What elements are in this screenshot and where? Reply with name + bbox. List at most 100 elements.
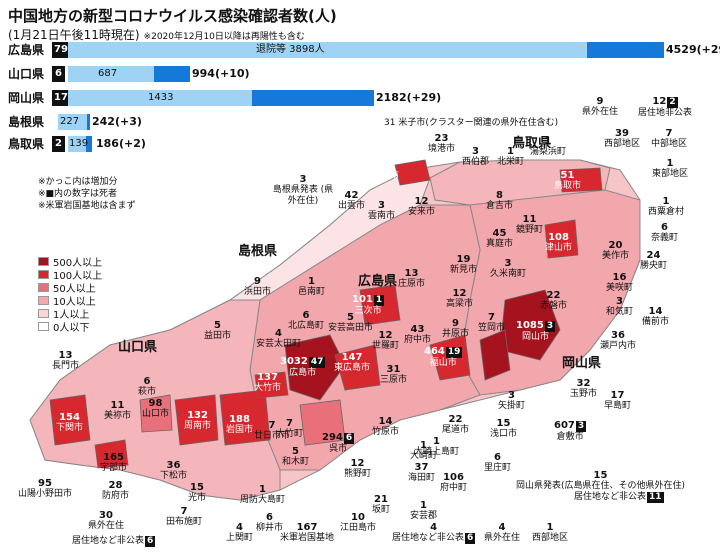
count: 3 <box>616 296 623 307</box>
label-tottori-undisclosed: 12 2 居住地非公表 <box>638 96 692 119</box>
label-wake: 3 和気町 <box>606 296 633 318</box>
label-misaki: 16 美咲町 <box>606 272 633 294</box>
label-shoo: 24 勝央町 <box>640 250 667 272</box>
name: 美咲町 <box>606 283 634 293</box>
name: 大竹町 <box>276 429 304 439</box>
label-kumenan: 3 久米南町 <box>490 258 526 280</box>
death-badge: 11 <box>647 492 664 503</box>
label-tottori-city: 51 鳥取市 <box>554 170 581 192</box>
count: 12 <box>378 330 393 341</box>
bar-row-hiroshima: 広島県 79 退院等 3898人 4529(+29) <box>8 41 720 59</box>
label-hikari: 15 光市 <box>188 482 206 504</box>
count: 3 <box>299 174 307 185</box>
count: 30 <box>99 510 113 521</box>
count: 12 <box>414 196 429 207</box>
legend-label: 500人以上 <box>53 258 103 269</box>
label-tottori-central: 7 中部地区 <box>651 128 687 150</box>
bar-total-label: 994(+10) <box>192 67 250 80</box>
legend-item: 500人以上 <box>38 255 103 269</box>
legend-item: 50人以上 <box>38 281 102 295</box>
count: 39 <box>615 128 629 139</box>
count: 31 <box>384 118 396 128</box>
death-count-badge: 79 <box>52 42 70 58</box>
label-yamaguchi-city: 98 山口市 <box>142 398 169 420</box>
hotspot-yamaguchi-city <box>139 394 173 433</box>
count: 165 <box>103 452 124 463</box>
name: 安芸太田町 <box>256 339 302 349</box>
legend-swatch <box>38 309 49 318</box>
count: 36 <box>611 330 625 341</box>
name: 和木町 <box>282 457 310 467</box>
label-bizen: 14 備前市 <box>642 306 669 328</box>
label-shimane-pref: 3 島根県発表 (県外在住) <box>272 174 334 207</box>
name: 柳井市 <box>256 523 284 533</box>
label-tamano: 32 玉野市 <box>570 378 597 400</box>
count: 3032 <box>280 356 308 367</box>
name: 真庭市 <box>486 239 514 249</box>
death-badge: 6 <box>145 536 156 547</box>
label-sanyoonoda: 95 山陽小野田市 <box>18 478 72 500</box>
name: 久米南町 <box>490 269 527 279</box>
count: 51 <box>560 170 575 181</box>
name: 井原市 <box>442 329 470 339</box>
note-line: ※■内の数字は死者 <box>38 189 118 199</box>
name: 周南市 <box>184 421 212 431</box>
bar-remaining <box>86 136 92 152</box>
count: 5 <box>214 320 221 331</box>
count: 9 <box>596 96 604 107</box>
page-subtitle: (1月21日午後11時現在) ※2020年12月10日以降は再陽性も含む <box>8 26 305 43</box>
label-yakage: 3 矢掛町 <box>498 390 525 412</box>
count: 8 <box>496 190 503 201</box>
death-badge: 6 <box>343 433 355 444</box>
label-hiroshima-out: 4 県外在住 <box>484 522 520 544</box>
name: 大崎上島町 <box>414 447 460 457</box>
label-hayashima: 17 早島町 <box>604 390 631 412</box>
legend-swatch <box>38 283 49 292</box>
name: 萩市 <box>138 387 157 397</box>
count: 3 <box>504 258 512 269</box>
legend-label: 50人以上 <box>53 284 96 295</box>
label-akiota: 4 安芸太田町 <box>256 328 301 350</box>
count: 15 <box>496 418 511 429</box>
hotspot-shunan <box>174 394 219 446</box>
label-onan: 1 邑南町 <box>298 276 325 298</box>
label-tottori-east: 1 東部地区 <box>652 158 688 180</box>
count: 464 <box>424 346 445 357</box>
notes-block: ※かっこ内は増加分 ※■内の数字は死者 ※米軍岩国基地は含まず <box>38 176 136 212</box>
name: 県外在住 <box>484 533 521 543</box>
name: 江田島市 <box>340 523 377 533</box>
count: 132 <box>187 410 208 421</box>
name: 尾道市 <box>442 425 470 435</box>
name: 府中市 <box>404 335 432 345</box>
label-onomichi: 22 尾道市 <box>442 414 469 436</box>
name: 北広島町 <box>288 321 325 331</box>
label-asakuchi: 15 浅口市 <box>490 418 517 440</box>
name: 中部地区 <box>651 139 688 149</box>
count: 4 <box>275 328 282 339</box>
count: 9 <box>254 276 261 287</box>
label-suooshima: 1 周防大島町 <box>240 484 285 506</box>
count: 106 <box>443 472 464 483</box>
label-akaiwa: 22 赤磐市 <box>540 290 567 312</box>
count: 45 <box>492 228 507 239</box>
name: 上関町 <box>226 533 254 543</box>
bar-remaining <box>252 90 374 106</box>
count: 101 <box>352 294 373 305</box>
death-badge: 1 <box>373 295 385 306</box>
count: 37 <box>414 462 429 473</box>
count: 6 <box>302 310 310 321</box>
bar-total-label: 186(+2) <box>96 137 146 150</box>
name: 里庄町 <box>484 463 512 473</box>
label-hofu: 28 防府市 <box>102 480 129 502</box>
name: 北栄町 <box>497 157 525 167</box>
name: 勝央町 <box>640 261 668 271</box>
hotspot-otake <box>254 371 289 399</box>
name: 三次市 <box>354 306 382 316</box>
count: 3 <box>472 146 479 157</box>
name: 海田町 <box>408 473 436 483</box>
label-mihara: 31 三原市 <box>380 364 407 386</box>
label-waki: 5 和木町 <box>282 446 309 468</box>
label-nagi: 6 奈義町 <box>651 222 678 244</box>
pref-label-yamaguchi: 山口県 <box>118 340 158 355</box>
label-masuda: 5 益田市 <box>204 320 231 342</box>
